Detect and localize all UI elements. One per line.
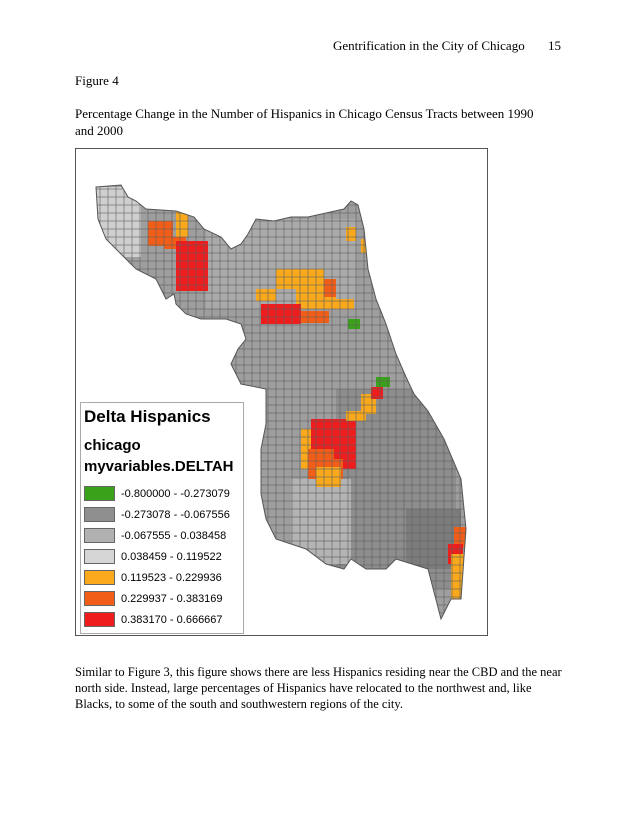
legend-swatch <box>84 570 115 585</box>
legend-class: 0.383170 - 0.666667 <box>84 609 230 630</box>
legend-range: 0.119523 - 0.229936 <box>121 571 222 584</box>
body-paragraph: Similar to Figure 3, this figure shows t… <box>75 664 562 711</box>
legend-range: 0.383170 - 0.666667 <box>121 613 223 626</box>
legend-layer-name: chicago <box>84 437 141 454</box>
figure-caption: Percentage Change in the Number of Hispa… <box>75 106 534 138</box>
figure-label: Figure 4 <box>75 73 119 88</box>
legend-class: 0.038459 - 0.119522 <box>84 546 230 567</box>
legend-swatch <box>84 549 115 564</box>
legend-range: 0.038459 - 0.119522 <box>121 550 222 563</box>
legend-swatch <box>84 528 115 543</box>
legend-class: 0.119523 - 0.229936 <box>84 567 230 588</box>
legend-swatch <box>84 612 115 627</box>
legend-range: -0.067555 - 0.038458 <box>121 529 227 542</box>
legend-range: -0.273078 - -0.067556 <box>121 508 230 521</box>
legend-swatch <box>84 507 115 522</box>
map-figure: Delta Hispanics chicago myvariables.DELT… <box>75 148 488 636</box>
legend-swatch <box>84 486 115 501</box>
page-number: 15 <box>548 38 561 53</box>
legend-class: 0.229937 - 0.383169 <box>84 588 230 609</box>
legend-class-list: -0.800000 - -0.273079 -0.273078 - -0.067… <box>84 483 230 630</box>
legend-range: -0.800000 - -0.273079 <box>121 487 230 500</box>
legend-class: -0.273078 - -0.067556 <box>84 504 230 525</box>
map-legend: Delta Hispanics chicago myvariables.DELT… <box>80 402 244 634</box>
legend-class: -0.800000 - -0.273079 <box>84 483 230 504</box>
legend-range: 0.229937 - 0.383169 <box>121 592 223 605</box>
legend-class: -0.067555 - 0.038458 <box>84 525 230 546</box>
legend-field-name: myvariables.DELTAH <box>84 458 234 475</box>
legend-title: Delta Hispanics <box>84 407 211 426</box>
legend-swatch <box>84 591 115 606</box>
city-boundary <box>95 184 467 621</box>
running-head: Gentrification in the City of Chicago <box>333 38 525 53</box>
